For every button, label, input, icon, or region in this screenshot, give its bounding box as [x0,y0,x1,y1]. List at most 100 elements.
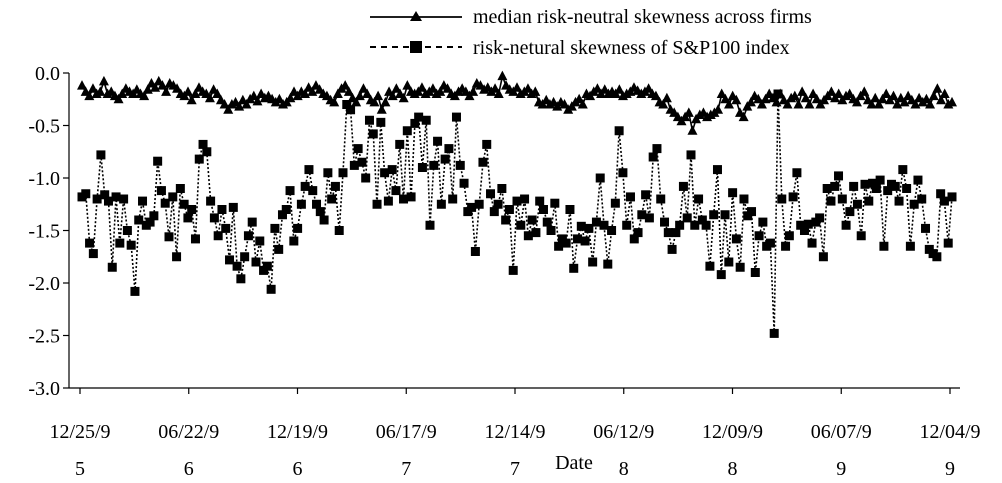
data-point-square [164,232,174,242]
data-point-square [822,184,832,193]
x-tick-label-year-digit: 6 [293,458,303,480]
data-point-square [860,179,870,189]
data-point-square [232,261,242,271]
data-point-square [538,205,548,214]
data-point-triangle [720,93,731,104]
data-point-square [792,168,802,178]
data-point-square [414,112,424,122]
data-point-triangle [800,92,811,103]
data-point-square [448,194,458,204]
data-point-triangle [936,94,947,105]
data-point-square [520,194,530,204]
data-point-square [436,199,446,209]
data-point-triangle [340,80,351,90]
data-point-square [769,328,779,338]
data-point-square [849,181,859,191]
data-point-square [913,175,923,185]
data-point-square [671,228,681,238]
data-point-square [493,199,503,209]
data-point-triangle [493,88,504,98]
data-point-triangle [833,88,844,98]
data-point-square [921,223,931,233]
data-point-square [523,231,533,241]
data-point-square [187,205,197,214]
data-point-triangle [351,96,362,107]
data-point-square [342,100,352,109]
data-point-square [319,215,329,225]
x-tick-label-date: 12/19/9 [267,421,328,443]
data-point-square [323,168,333,178]
data-point-triangle [113,93,124,104]
data-point-square [361,173,371,183]
data-point-square [728,188,738,198]
data-point-triangle [343,86,354,96]
data-point-square [168,192,178,202]
data-point-square [531,228,541,238]
data-point-triangle [738,111,749,122]
data-point-square [402,126,412,136]
data-point-triangle [724,99,735,109]
data-point-square [217,205,227,214]
data-point-square [330,181,340,191]
data-point-triangle [391,83,402,93]
data-point-square [629,234,639,244]
data-point-square [731,234,741,244]
data-point-triangle [329,96,340,107]
data-point-square [486,189,496,199]
data-point-square [387,165,397,175]
legend-entry-median: median risk-neutral skewness across firm… [370,6,812,28]
data-point-square [312,199,322,209]
data-point-square [119,194,129,204]
data-point-triangle [789,90,800,101]
data-point-square [716,270,726,280]
data-point-square [852,199,862,209]
data-point-square [569,263,579,273]
data-point-square [625,192,635,202]
data-point-square [433,136,443,146]
data-point-square [614,126,624,136]
data-point-triangle [661,92,672,103]
data-point-square [285,186,295,196]
data-point-square [864,196,874,206]
data-point-square [251,257,261,267]
x-tick-label-date: 06/07/9 [811,421,872,443]
y-tick-label: -2.0 [28,273,60,295]
data-point-square [735,262,745,272]
data-point-square [183,213,193,223]
data-point-square [399,194,409,204]
data-point-square [221,223,231,233]
data-point-triangle [760,93,771,104]
data-point-triangle [219,99,230,109]
data-point-square [175,184,185,193]
data-point-square [103,196,113,206]
data-point-triangle [512,82,522,92]
data-point-square [383,196,393,206]
data-point-square [327,194,337,204]
data-point-square [784,231,794,241]
data-point-triangle [530,86,541,96]
data-point-square [894,196,904,206]
data-point-square [837,194,847,204]
x-tick-label-date: 12/14/9 [484,421,545,443]
data-point-triangle [77,80,87,90]
legend-marker-square [410,41,422,53]
data-point-square [781,241,791,251]
data-point-square [240,252,250,262]
data-point-triangle [402,80,413,90]
data-point-square [527,215,537,225]
data-point-square [637,210,647,220]
data-point-square [663,228,673,238]
data-point-square [425,220,435,230]
data-point-triangle [643,83,654,93]
data-point-square [709,210,719,220]
data-point-square [788,192,798,202]
data-point-triangle [435,86,446,96]
data-point-triangle [574,93,585,104]
data-point-triangle [497,70,508,81]
data-point-square [535,196,545,206]
data-point-triangle [274,93,285,104]
data-point-square [296,199,306,209]
data-point-triangle [877,93,888,104]
y-tick-label: -3.0 [28,378,60,400]
data-point-square [247,217,257,227]
